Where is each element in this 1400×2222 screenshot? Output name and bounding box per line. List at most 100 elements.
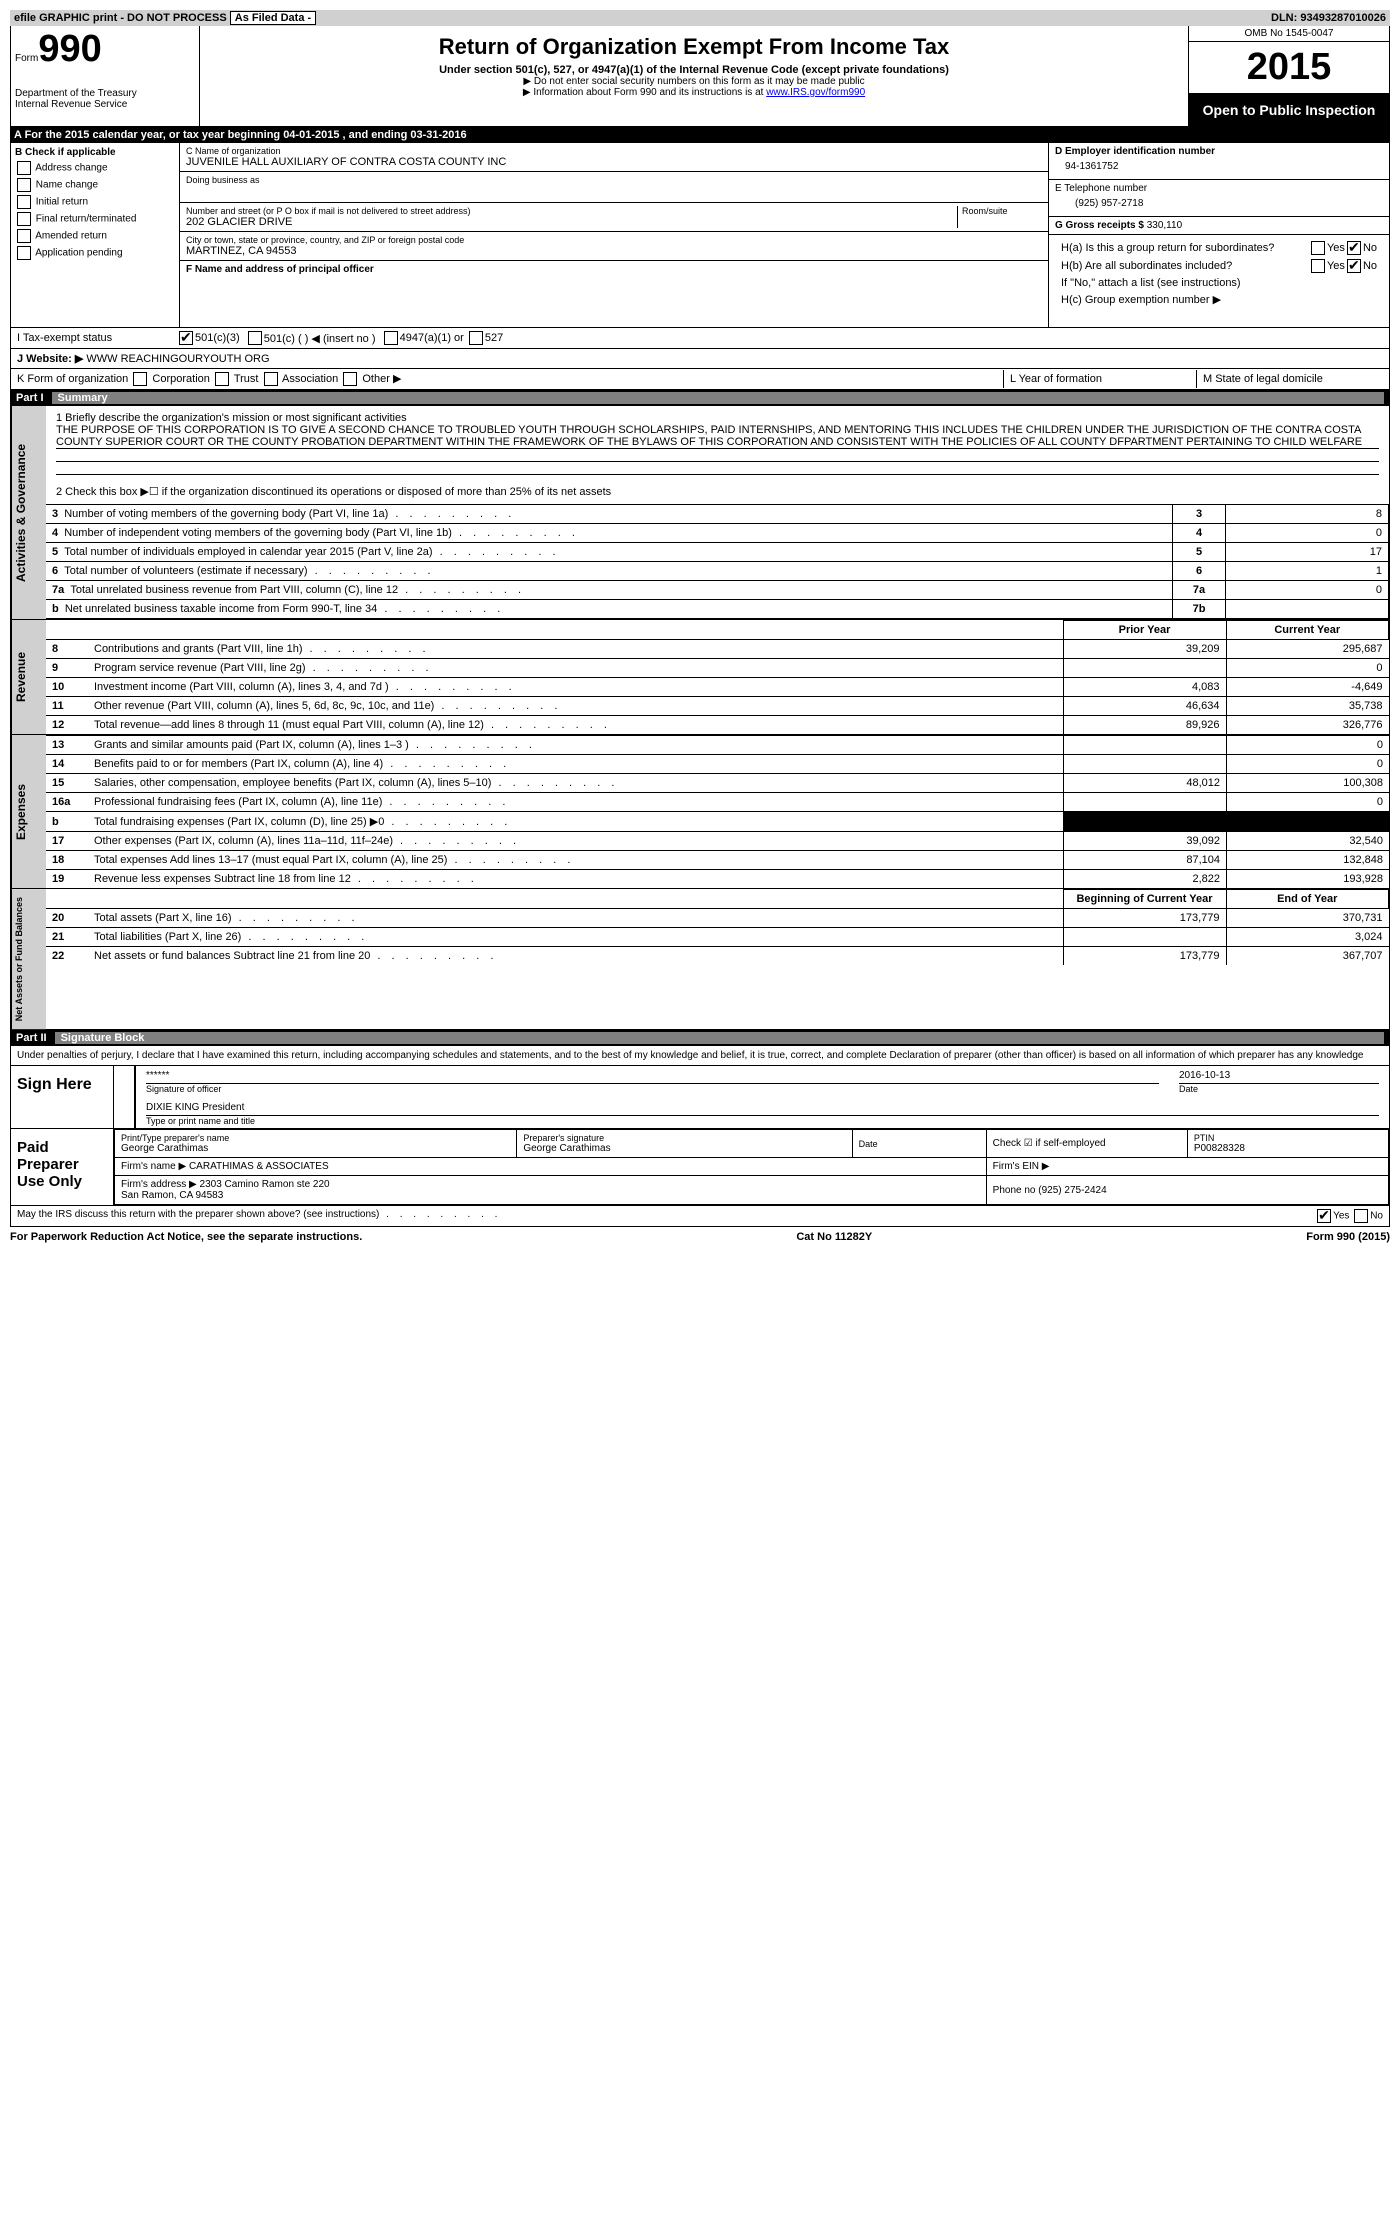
table-row: 6 Total number of volunteers (estimate i… [46, 562, 1389, 581]
table-row: 16aProfessional fundraising fees (Part I… [46, 793, 1389, 812]
sig-date: 2016-10-13 [1179, 1068, 1379, 1084]
chk-amended[interactable]: Amended return [15, 229, 175, 243]
activities-governance-section: Activities & Governance 1 Briefly descri… [10, 406, 1390, 620]
table-row: 8Contributions and grants (Part VIII, li… [46, 640, 1389, 659]
chk-final[interactable]: Final return/terminated [15, 212, 175, 226]
table-row: 21Total liabilities (Part X, line 26)3,0… [46, 928, 1389, 947]
entity-info-section: B Check if applicable Address change Nam… [10, 143, 1390, 328]
irs-link[interactable]: www.IRS.gov/form990 [766, 87, 865, 98]
may-irs-discuss: May the IRS discuss this return with the… [11, 1205, 1389, 1226]
table-row: 12Total revenue—add lines 8 through 11 (… [46, 716, 1389, 735]
form-header-right: OMB No 1545-0047 2015 Open to Public Ins… [1188, 26, 1389, 126]
table-row: 9Program service revenue (Part VIII, lin… [46, 659, 1389, 678]
table-row: 20Total assets (Part X, line 16)173,7793… [46, 909, 1389, 928]
form-label: Form [15, 53, 38, 64]
table-row: 5 Total number of individuals employed i… [46, 543, 1389, 562]
chk-initial[interactable]: Initial return [15, 195, 175, 209]
mission-text: THE PURPOSE OF THIS CORPORATION IS TO GI… [56, 424, 1379, 449]
table-row: b Net unrelated business taxable income … [46, 600, 1389, 619]
open-public: Open to Public Inspection [1189, 94, 1389, 126]
dept-treasury: Department of the Treasury [15, 88, 195, 99]
side-label-expenses: Expenses [11, 735, 46, 888]
footer-mid: Cat No 11282Y [796, 1231, 872, 1243]
ein-value: 94-1361752 [1055, 157, 1383, 176]
form-note2: ▶ Information about Form 990 and its ins… [204, 87, 1184, 98]
chk-name[interactable]: Name change [15, 178, 175, 192]
table-row: 4 Number of independent voting members o… [46, 524, 1389, 543]
part2-header: Part II Signature Block [10, 1030, 1390, 1046]
street-address: 202 GLACIER DRIVE [186, 216, 957, 228]
form-note1: ▶ Do not enter social security numbers o… [204, 76, 1184, 87]
table-row: 17Other expenses (Part IX, column (A), l… [46, 832, 1389, 851]
chk-501c[interactable] [248, 331, 262, 345]
tel-value: (925) 957-2718 [1055, 194, 1383, 213]
officer-name: DIXIE KING President [146, 1100, 1379, 1116]
expenses-section: Expenses 13Grants and similar amounts pa… [10, 735, 1390, 889]
h-section: H(a) Is this a group return for subordin… [1049, 235, 1389, 312]
chk-address[interactable]: Address change [15, 161, 175, 175]
perjury-statement: Under penalties of perjury, I declare th… [11, 1046, 1389, 1066]
chk-501c3[interactable] [179, 331, 193, 345]
table-row: 3 Number of voting members of the govern… [46, 505, 1389, 524]
gross-cell: G Gross receipts $ 330,110 [1049, 217, 1389, 235]
org-name: JUVENILE HALL AUXILIARY OF CONTRA COSTA … [186, 156, 1042, 168]
col-c-org-info: C Name of organization JUVENILE HALL AUX… [180, 143, 1049, 327]
side-label-netassets: Net Assets or Fund Balances [11, 889, 46, 1029]
omb-number: OMB No 1545-0047 [1189, 26, 1389, 42]
b-header: B Check if applicable [15, 147, 175, 158]
row-j-website: J Website: ▶ WWW REACHINGOURYOUTH ORG [10, 349, 1390, 369]
table-row: 7a Total unrelated business revenue from… [46, 581, 1389, 600]
form-title: Return of Organization Exempt From Incom… [204, 34, 1184, 60]
dba-cell: Doing business as [180, 172, 1048, 203]
form-header-center: Return of Organization Exempt From Incom… [200, 26, 1188, 126]
website-value: WWW REACHINGOURYOUTH ORG [86, 353, 269, 365]
net-assets-table: Beginning of Current YearEnd of Year 20T… [46, 889, 1389, 965]
tax-year: 2015 [1189, 42, 1389, 94]
table-row: bTotal fundraising expenses (Part IX, co… [46, 812, 1389, 832]
officer-cell: F Name and address of principal officer [180, 261, 1048, 327]
efile-text: efile GRAPHIC print - DO NOT PROCESS [14, 12, 227, 24]
row-i-tax-status: I Tax-exempt status 501(c)(3) 501(c) ( )… [10, 328, 1390, 349]
page-footer: For Paperwork Reduction Act Notice, see … [10, 1227, 1390, 1247]
form-subtitle: Under section 501(c), 527, or 4947(a)(1)… [204, 64, 1184, 76]
as-filed-box: As Filed Data - [230, 11, 316, 25]
row-k-form-org: K Form of organization Corporation Trust… [10, 369, 1390, 390]
city-cell: City or town, state or province, country… [180, 232, 1048, 261]
dln-label: DLN: [1271, 12, 1297, 24]
table-row: 14Benefits paid to or for members (Part … [46, 755, 1389, 774]
chk-527[interactable] [469, 331, 483, 345]
table-row: 11Other revenue (Part VIII, column (A), … [46, 697, 1389, 716]
sign-here-label: Sign Here [11, 1066, 114, 1128]
gross-receipts: 330,110 [1147, 220, 1182, 231]
signature-section: Under penalties of perjury, I declare th… [10, 1046, 1390, 1227]
irs-label: Internal Revenue Service [15, 99, 195, 110]
footer-right: Form 990 (2015) [1306, 1231, 1390, 1243]
city-state-zip: MARTINEZ, CA 94553 [186, 245, 1042, 257]
table-row: 22Net assets or fund balances Subtract l… [46, 947, 1389, 966]
chk-pending[interactable]: Application pending [15, 246, 175, 260]
ein-cell: D Employer identification number 94-1361… [1049, 143, 1389, 180]
table-row: 10Investment income (Part VIII, column (… [46, 678, 1389, 697]
org-name-cell: C Name of organization JUVENILE HALL AUX… [180, 143, 1048, 172]
dln-value: 93493287010026 [1300, 12, 1386, 24]
street-cell: Number and street (or P O box if mail is… [180, 203, 1048, 232]
tel-cell: E Telephone number (925) 957-2718 [1049, 180, 1389, 217]
table-row: 15Salaries, other compensation, employee… [46, 774, 1389, 793]
efile-header: efile GRAPHIC print - DO NOT PROCESS As … [10, 10, 1390, 26]
governance-table: 3 Number of voting members of the govern… [46, 504, 1389, 619]
preparer-table: Print/Type preparer's nameGeorge Carathi… [114, 1129, 1389, 1205]
part1-header: Part I Summary [10, 390, 1390, 406]
mission-block: 1 Briefly describe the organization's mi… [46, 406, 1389, 504]
side-label-ag: Activities & Governance [11, 406, 46, 619]
revenue-section: Revenue Prior YearCurrent Year 8Contribu… [10, 620, 1390, 735]
footer-left: For Paperwork Reduction Act Notice, see … [10, 1231, 362, 1243]
table-row: 13Grants and similar amounts paid (Part … [46, 736, 1389, 755]
chk-4947[interactable] [384, 331, 398, 345]
form-header-left: Form990 Department of the Treasury Inter… [11, 26, 200, 126]
paid-preparer-label: Paid Preparer Use Only [11, 1129, 114, 1205]
table-row: 18Total expenses Add lines 13–17 (must e… [46, 851, 1389, 870]
revenue-table: Prior YearCurrent Year 8Contributions an… [46, 620, 1389, 734]
table-row: 19Revenue less expenses Subtract line 18… [46, 870, 1389, 889]
form-header: Form990 Department of the Treasury Inter… [10, 26, 1390, 127]
side-label-revenue: Revenue [11, 620, 46, 734]
